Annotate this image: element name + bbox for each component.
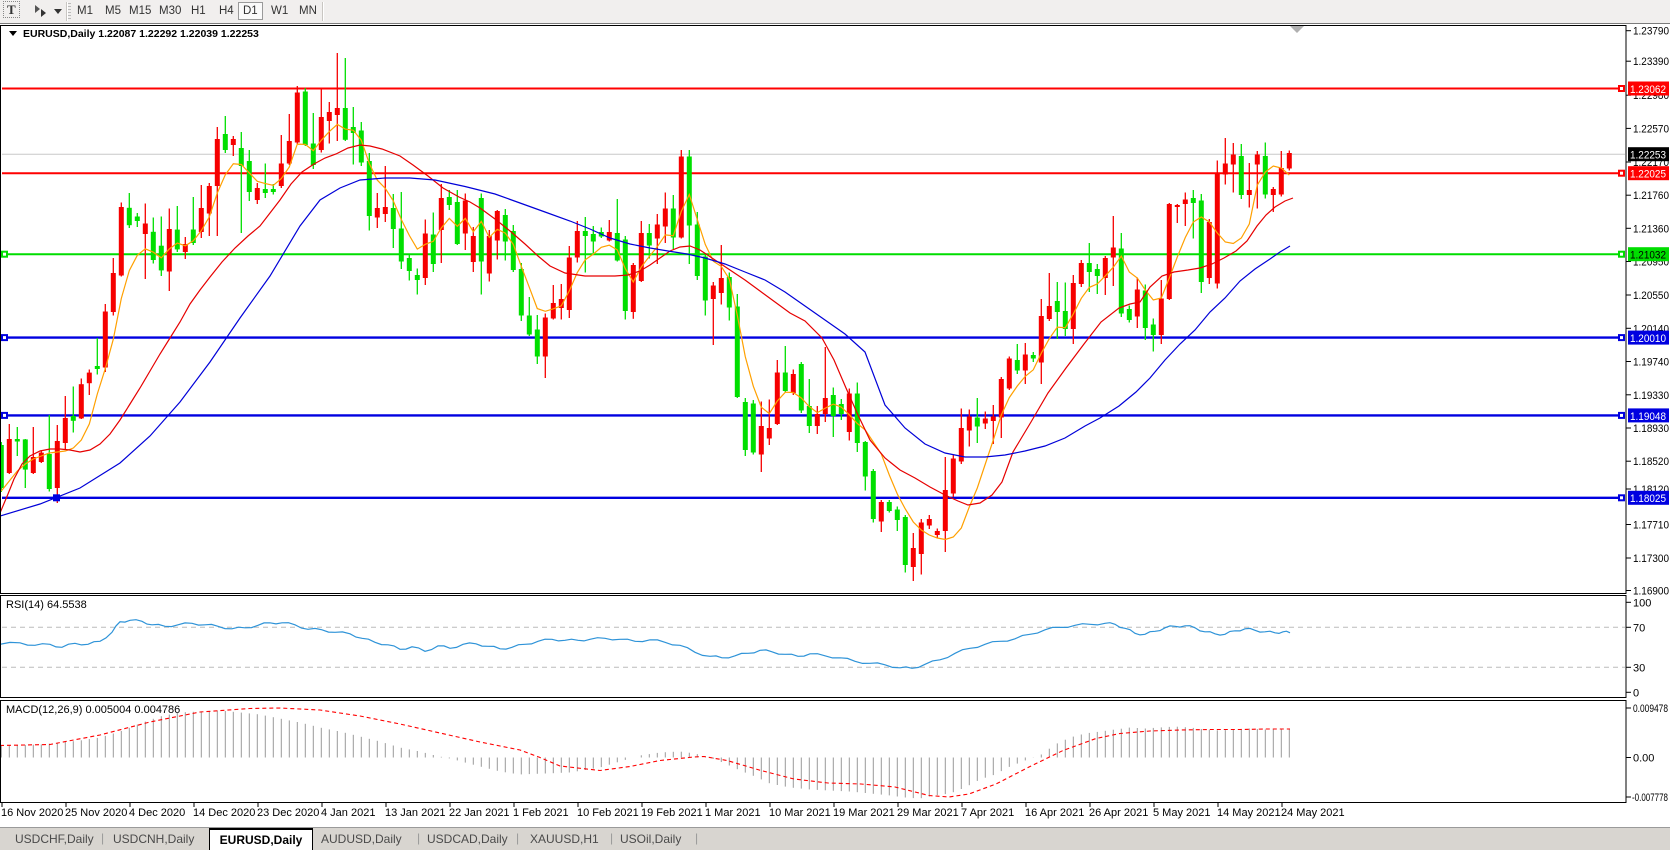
svg-text:1.18520: 1.18520	[1633, 456, 1669, 468]
svg-text:29 Mar 2021: 29 Mar 2021	[897, 807, 959, 819]
svg-text:16 Apr 2021: 16 Apr 2021	[1025, 807, 1084, 819]
svg-text:13 Jan 2021: 13 Jan 2021	[385, 807, 446, 819]
svg-text:0.009478: 0.009478	[1633, 703, 1668, 715]
svg-text:1.21360: 1.21360	[1633, 223, 1669, 235]
svg-text:1 Feb 2021: 1 Feb 2021	[513, 807, 569, 819]
svg-text:0: 0	[1633, 687, 1639, 699]
svg-text:14 May 2021: 14 May 2021	[1217, 807, 1281, 819]
svg-text:1.22253: 1.22253	[1630, 149, 1666, 161]
svg-text:0.00: 0.00	[1633, 753, 1654, 765]
svg-text:10 Mar 2021: 10 Mar 2021	[769, 807, 831, 819]
svg-text:1.21032: 1.21032	[1630, 250, 1666, 262]
svg-text:70: 70	[1633, 622, 1645, 634]
svg-text:19 Mar 2021: 19 Mar 2021	[833, 807, 895, 819]
svg-text:EURUSD,Daily 1.22087 1.22292: EURUSD,Daily 1.22087 1.22292 1.22039 1.2…	[23, 28, 259, 40]
svg-text:4 Dec 2020: 4 Dec 2020	[129, 807, 185, 819]
svg-text:30: 30	[1633, 662, 1645, 674]
svg-text:24 May 2021: 24 May 2021	[1281, 807, 1345, 819]
svg-text:4 Jan 2021: 4 Jan 2021	[321, 807, 375, 819]
svg-text:1.20550: 1.20550	[1633, 290, 1669, 302]
svg-text:19 Feb 2021: 19 Feb 2021	[641, 807, 703, 819]
svg-text:1.17300: 1.17300	[1633, 553, 1669, 565]
svg-text:1.16900: 1.16900	[1633, 586, 1669, 598]
svg-text:1.23390: 1.23390	[1633, 56, 1669, 68]
svg-text:1.21760: 1.21760	[1633, 190, 1669, 202]
svg-text:1.18025: 1.18025	[1630, 493, 1666, 505]
svg-text:23 Dec 2020: 23 Dec 2020	[257, 807, 319, 819]
svg-text:MACD(12,26,9) 0.005004 0.00478: MACD(12,26,9) 0.005004 0.004786	[6, 704, 180, 716]
svg-text:1 Mar 2021: 1 Mar 2021	[705, 807, 761, 819]
svg-text:26 Apr 2021: 26 Apr 2021	[1089, 807, 1148, 819]
svg-text:5 May 2021: 5 May 2021	[1153, 807, 1210, 819]
svg-text:1.23790: 1.23790	[1633, 26, 1669, 38]
svg-text:7 Apr 2021: 7 Apr 2021	[961, 807, 1014, 819]
svg-text:1.23062: 1.23062	[1630, 84, 1666, 96]
svg-text:14 Dec 2020: 14 Dec 2020	[193, 807, 255, 819]
svg-text:1.17710: 1.17710	[1633, 520, 1669, 532]
svg-text:16 Nov 2020: 16 Nov 2020	[1, 807, 63, 819]
svg-text:1.19048: 1.19048	[1630, 411, 1666, 423]
svg-text:1.22025: 1.22025	[1630, 169, 1666, 181]
svg-text:100: 100	[1633, 597, 1651, 609]
svg-text:25 Nov 2020: 25 Nov 2020	[65, 807, 127, 819]
svg-text:RSI(14) 64.5538: RSI(14) 64.5538	[6, 599, 87, 611]
svg-text:1.22570: 1.22570	[1633, 123, 1669, 135]
svg-text:1.20010: 1.20010	[1630, 333, 1666, 345]
svg-text:-0.007778: -0.007778	[1632, 792, 1668, 804]
svg-text:1.19330: 1.19330	[1633, 390, 1669, 402]
svg-text:10 Feb 2021: 10 Feb 2021	[577, 807, 639, 819]
svg-text:1.19740: 1.19740	[1633, 357, 1669, 369]
svg-text:22 Jan 2021: 22 Jan 2021	[449, 807, 510, 819]
svg-text:1.18930: 1.18930	[1633, 423, 1669, 435]
